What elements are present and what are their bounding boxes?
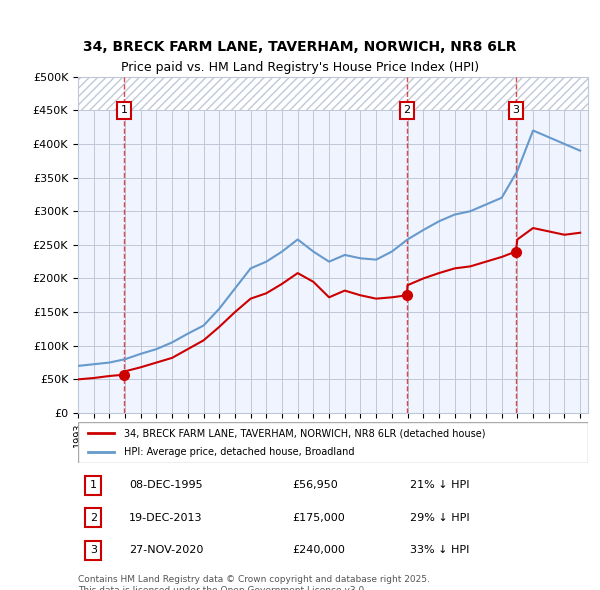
Text: 29% ↓ HPI: 29% ↓ HPI xyxy=(409,513,469,523)
Text: 34, BRECK FARM LANE, TAVERHAM, NORWICH, NR8 6LR: 34, BRECK FARM LANE, TAVERHAM, NORWICH, … xyxy=(83,40,517,54)
Text: £240,000: £240,000 xyxy=(292,545,345,555)
Text: 08-DEC-1995: 08-DEC-1995 xyxy=(129,480,203,490)
Text: 34, BRECK FARM LANE, TAVERHAM, NORWICH, NR8 6LR (detached house): 34, BRECK FARM LANE, TAVERHAM, NORWICH, … xyxy=(124,428,485,438)
Text: 19-DEC-2013: 19-DEC-2013 xyxy=(129,513,203,523)
Text: 27-NOV-2020: 27-NOV-2020 xyxy=(129,545,203,555)
Text: HPI: Average price, detached house, Broadland: HPI: Average price, detached house, Broa… xyxy=(124,447,355,457)
Text: 33% ↓ HPI: 33% ↓ HPI xyxy=(409,545,469,555)
Text: 3: 3 xyxy=(90,545,97,555)
Text: Contains HM Land Registry data © Crown copyright and database right 2025.
This d: Contains HM Land Registry data © Crown c… xyxy=(78,575,430,590)
Text: 1: 1 xyxy=(121,106,127,115)
Text: 3: 3 xyxy=(512,106,520,115)
Text: 1: 1 xyxy=(90,480,97,490)
Text: 2: 2 xyxy=(90,513,97,523)
Text: 21% ↓ HPI: 21% ↓ HPI xyxy=(409,480,469,490)
Bar xyxy=(78,77,588,110)
Text: £56,950: £56,950 xyxy=(292,480,338,490)
Text: £175,000: £175,000 xyxy=(292,513,345,523)
FancyBboxPatch shape xyxy=(78,422,588,463)
Text: Price paid vs. HM Land Registry's House Price Index (HPI): Price paid vs. HM Land Registry's House … xyxy=(121,61,479,74)
Text: 2: 2 xyxy=(403,106,410,115)
